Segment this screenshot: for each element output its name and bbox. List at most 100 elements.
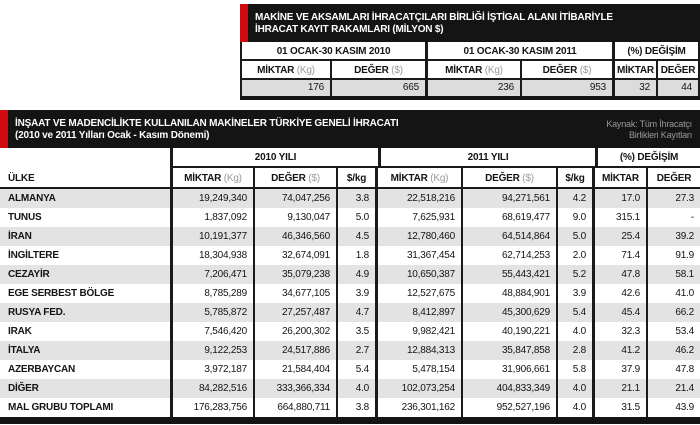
deger-2010-cell: 9,130,047 xyxy=(253,208,336,227)
value-deger-2010: 665 xyxy=(330,80,425,96)
miktar-2011-cell: 7,625,931 xyxy=(375,208,461,227)
subheader-ulke: ÜLKE xyxy=(0,168,170,189)
table-row: TUNUS 1,837,092 9,130,047 5.0 7,625,931 … xyxy=(0,208,700,227)
table-row: İNGİLTERE 18,304,938 32,674,091 1.8 31,3… xyxy=(0,246,700,265)
subheader-unit: (Kg) xyxy=(430,173,449,184)
top-table-body: 01 OCAK-30 KASIM 2010 01 OCAK-30 KASIM 2… xyxy=(240,42,700,96)
miktar-2011-cell: 12,780,460 xyxy=(375,227,461,246)
dollar-per-kg-2011-cell: 5.8 xyxy=(556,360,592,379)
miktar-2010-cell: 84,282,516 xyxy=(170,379,253,398)
column-group-2010: 2010 YILI xyxy=(170,148,378,168)
change-deger-cell: 53.4 xyxy=(646,322,700,341)
subheader-unit: ($) xyxy=(522,173,534,184)
table-row: CEZAYİR 7,206,471 35,079,238 4.9 10,650,… xyxy=(0,265,700,284)
subheader-label: MİKTAR xyxy=(445,65,483,76)
country-cell: AZERBAYCAN xyxy=(0,360,170,379)
deger-2010-cell: 26,200,302 xyxy=(253,322,336,341)
top-table-value-row: 176 665 236 953 32 44 xyxy=(242,80,698,96)
subheader-unit: ($) xyxy=(391,65,403,76)
dollar-per-kg-2011-cell: 4.0 xyxy=(556,379,592,398)
deger-2011-cell: 40,190,221 xyxy=(461,322,556,341)
dollar-per-kg-2010-cell: 5.4 xyxy=(336,360,375,379)
change-deger-cell: 21.4 xyxy=(646,379,700,398)
dollar-per-kg-2010-cell: 1.8 xyxy=(336,246,375,265)
deger-2011-cell: 64,514,864 xyxy=(461,227,556,246)
value-change-miktar: 32 xyxy=(612,80,656,96)
table-row: MAL GRUBU TOPLAMI 176,283,756 664,880,71… xyxy=(0,398,700,417)
change-deger-cell: 41.0 xyxy=(646,284,700,303)
deger-2010-cell: 24,517,886 xyxy=(253,341,336,360)
change-miktar-cell: 45.4 xyxy=(592,303,646,322)
table-row: AZERBAYCAN 3,972,187 21,584,404 5.4 5,47… xyxy=(0,360,700,379)
subheader-change-miktar: MİKTAR xyxy=(612,61,656,80)
top-table: MAKİNE VE AKSAMLARI İHRACATÇILARI BİRLİĞ… xyxy=(240,4,700,100)
table-row: IRAK 7,546,420 26,200,302 3.5 9,982,421 … xyxy=(0,322,700,341)
table-row: İTALYA 9,122,253 24,517,886 2.7 12,884,3… xyxy=(0,341,700,360)
top-table-title-line1: MAKİNE VE AKSAMLARI İHRACATÇILARI BİRLİĞ… xyxy=(255,11,613,23)
top-table-title: MAKİNE VE AKSAMLARI İHRACATÇILARI BİRLİĞ… xyxy=(248,4,700,42)
dollar-per-kg-2011-cell: 2.0 xyxy=(556,246,592,265)
dollar-per-kg-2010-cell: 3.8 xyxy=(336,398,375,417)
miktar-2010-cell: 8,785,289 xyxy=(170,284,253,303)
dollar-per-kg-2011-cell: 9.0 xyxy=(556,208,592,227)
country-cell: CEZAYİR xyxy=(0,265,170,284)
country-cell: IRAK xyxy=(0,322,170,341)
deger-2011-cell: 68,619,477 xyxy=(461,208,556,227)
bottom-table-rows: ALMANYA 19,249,340 74,047,256 3.8 22,518… xyxy=(0,189,700,417)
change-deger-cell: 66.2 xyxy=(646,303,700,322)
miktar-2010-cell: 9,122,253 xyxy=(170,341,253,360)
table-row: EGE SERBEST BÖLGE 8,785,289 34,677,105 3… xyxy=(0,284,700,303)
miktar-2010-cell: 7,546,420 xyxy=(170,322,253,341)
dollar-per-kg-2010-cell: 5.0 xyxy=(336,208,375,227)
subheader-label: DEĞER xyxy=(542,65,578,76)
dollar-per-kg-2011-cell: 4.0 xyxy=(556,322,592,341)
bottom-table-title: İNŞAAT VE MADENCİLİKTE KULLANILAN MAKİNE… xyxy=(8,110,602,148)
change-miktar-cell: 41.2 xyxy=(592,341,646,360)
miktar-2010-cell: 18,304,938 xyxy=(170,246,253,265)
deger-2010-cell: 35,079,238 xyxy=(253,265,336,284)
value-change-deger: 44 xyxy=(656,80,698,96)
subheader-deger-2010: DEĞER ($) xyxy=(330,61,425,80)
deger-2011-cell: 45,300,629 xyxy=(461,303,556,322)
miktar-2010-cell: 19,249,340 xyxy=(170,189,253,208)
value-miktar-2010: 176 xyxy=(242,80,330,96)
change-miktar-cell: 25.4 xyxy=(592,227,646,246)
subheader-miktar-2010: MİKTAR (Kg) xyxy=(170,168,253,189)
subheader-change-deger: DEĞER xyxy=(656,61,698,80)
red-accent-bar xyxy=(240,4,248,42)
bottom-table-header-band: İNŞAAT VE MADENCİLİKTE KULLANILAN MAKİNE… xyxy=(0,110,700,148)
change-deger-cell: 43.9 xyxy=(646,398,700,417)
deger-2011-cell: 31,906,661 xyxy=(461,360,556,379)
change-miktar-cell: 42.6 xyxy=(592,284,646,303)
dollar-per-kg-2011-cell: 2.8 xyxy=(556,341,592,360)
miktar-2011-cell: 8,412,897 xyxy=(375,303,461,322)
miktar-2010-cell: 5,785,872 xyxy=(170,303,253,322)
country-cell: İRAN xyxy=(0,227,170,246)
change-deger-cell: 91.9 xyxy=(646,246,700,265)
subheader-deger-2011: DEĞER ($) xyxy=(461,168,556,189)
miktar-2011-cell: 31,367,454 xyxy=(375,246,461,265)
miktar-2011-cell: 22,518,216 xyxy=(375,189,461,208)
change-deger-cell: 46.2 xyxy=(646,341,700,360)
subheader-unit: (Kg) xyxy=(296,65,315,76)
dollar-per-kg-2011-cell: 4.0 xyxy=(556,398,592,417)
deger-2011-cell: 94,271,561 xyxy=(461,189,556,208)
table-row: ALMANYA 19,249,340 74,047,256 3.8 22,518… xyxy=(0,189,700,208)
column-group-2011: 2011 YILI xyxy=(378,148,595,168)
subheader-unit: ($) xyxy=(308,173,320,184)
change-deger-cell: - xyxy=(646,208,700,227)
change-miktar-cell: 47.8 xyxy=(592,265,646,284)
subheader-unit: (Kg) xyxy=(223,173,242,184)
subheader-label: DEĞER xyxy=(271,173,306,184)
miktar-2011-cell: 12,884,313 xyxy=(375,341,461,360)
miktar-2011-cell: 12,527,675 xyxy=(375,284,461,303)
subheader-deger-2011: DEĞER ($) xyxy=(520,61,612,80)
miktar-2011-cell: 9,982,421 xyxy=(375,322,461,341)
deger-2011-cell: 62,714,253 xyxy=(461,246,556,265)
change-miktar-cell: 31.5 xyxy=(592,398,646,417)
subheader-change-miktar: MİKTAR xyxy=(592,168,646,189)
dollar-per-kg-2010-cell: 4.7 xyxy=(336,303,375,322)
value-miktar-2011: 236 xyxy=(425,80,520,96)
bottom-table-subheader-row: ÜLKE MİKTAR (Kg) DEĞER ($) $/kg MİKTAR (… xyxy=(0,168,700,189)
